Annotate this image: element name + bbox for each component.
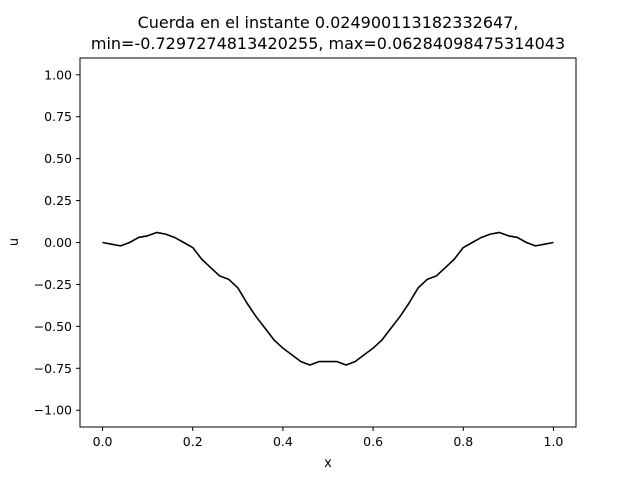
x-tick-label: 0.8	[453, 434, 473, 449]
x-axis: 0.0 0.2 0.4 0.6 0.8 1.0	[93, 427, 564, 449]
series-line-u	[102, 231, 554, 366]
x-tick-label: 0.6	[363, 434, 383, 449]
y-tick-label: 0.00	[44, 235, 72, 250]
y-tick-label: 0.75	[44, 109, 72, 124]
y-tick-label: 0.25	[44, 193, 72, 208]
y-axis: 1.00 0.75 0.50 0.25 0.00 −0.25 −0.50 −0.75 −1.00	[34, 67, 80, 418]
x-tick-label: 1.0	[544, 434, 564, 449]
x-tick-label: 0.2	[183, 434, 203, 449]
y-tick-label: −0.50	[34, 319, 72, 334]
x-tick-label: 0.4	[273, 434, 293, 449]
y-axis-label: u	[7, 238, 22, 246]
y-tick-label: −0.75	[34, 361, 72, 376]
x-tick-label: 0.0	[93, 434, 113, 449]
chart-title-line-1: Cuerda en el instante 0.0249001131823326…	[138, 13, 519, 32]
y-tick-label: −1.00	[34, 403, 72, 418]
y-tick-label: −0.25	[34, 277, 72, 292]
x-axis-label: x	[324, 456, 332, 471]
chart-title-line-2: min=-0.7297274813420255, max=0.062840984…	[91, 34, 565, 53]
y-tick-label: 1.00	[44, 67, 72, 82]
y-tick-label: 0.50	[44, 151, 72, 166]
